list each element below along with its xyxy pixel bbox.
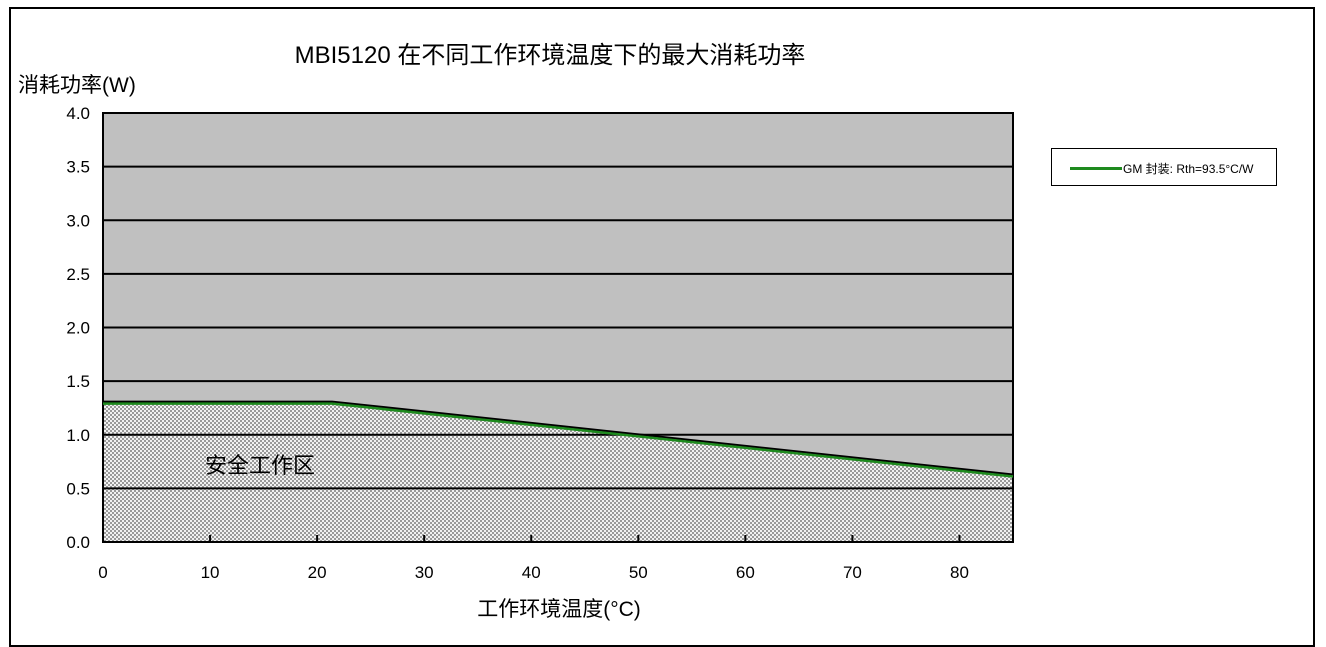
series-line-edge xyxy=(103,400,1014,476)
x-tick-label: 70 xyxy=(843,563,862,582)
x-tick-label: 50 xyxy=(629,563,648,582)
x-tick-label: 80 xyxy=(950,563,969,582)
x-tick-label: 60 xyxy=(736,563,755,582)
x-tick-label: 40 xyxy=(522,563,541,582)
x-tick-label: 0 xyxy=(98,563,107,582)
plot-area: 0 10 20 30 40 50 60 70 80 0.0 0.5 1.0 1.5 2.0 2.5 3.0 3.… xyxy=(66,104,1014,582)
y-axis-label: 消耗功率(W) xyxy=(18,74,136,97)
y-tick-label: 0.0 xyxy=(66,533,90,552)
x-axis-label: 工作环境温度(°C) xyxy=(477,598,641,621)
y-tick-label: 2.5 xyxy=(66,265,90,284)
y-tick-label: 1.5 xyxy=(66,372,90,391)
safe-area-fill xyxy=(103,402,1013,542)
legend-line-swatch xyxy=(1070,167,1122,170)
legend: GM 封装: Rth=93.5°C/W xyxy=(1051,148,1277,186)
plot-border xyxy=(102,112,1014,543)
legend-entry-label: GM 封装: Rth=93.5°C/W xyxy=(1123,162,1254,176)
x-tick-label: 10 xyxy=(201,563,220,582)
y-tick-label: 3.5 xyxy=(66,158,90,177)
y-tick-label: 3.0 xyxy=(66,211,90,230)
y-tick-label: 1.0 xyxy=(66,426,90,445)
y-tick-label: 0.5 xyxy=(66,479,90,498)
x-tick-label: 20 xyxy=(308,563,327,582)
y-tick-label: 4.0 xyxy=(66,104,90,123)
safe-area-label: 安全工作区 xyxy=(205,453,315,478)
x-tick-label: 30 xyxy=(415,563,434,582)
y-tick-label: 2.0 xyxy=(66,319,90,338)
series-line xyxy=(103,402,1014,478)
chart-title: MBI5120 在不同工作环境温度下的最大消耗功率 xyxy=(294,42,806,69)
